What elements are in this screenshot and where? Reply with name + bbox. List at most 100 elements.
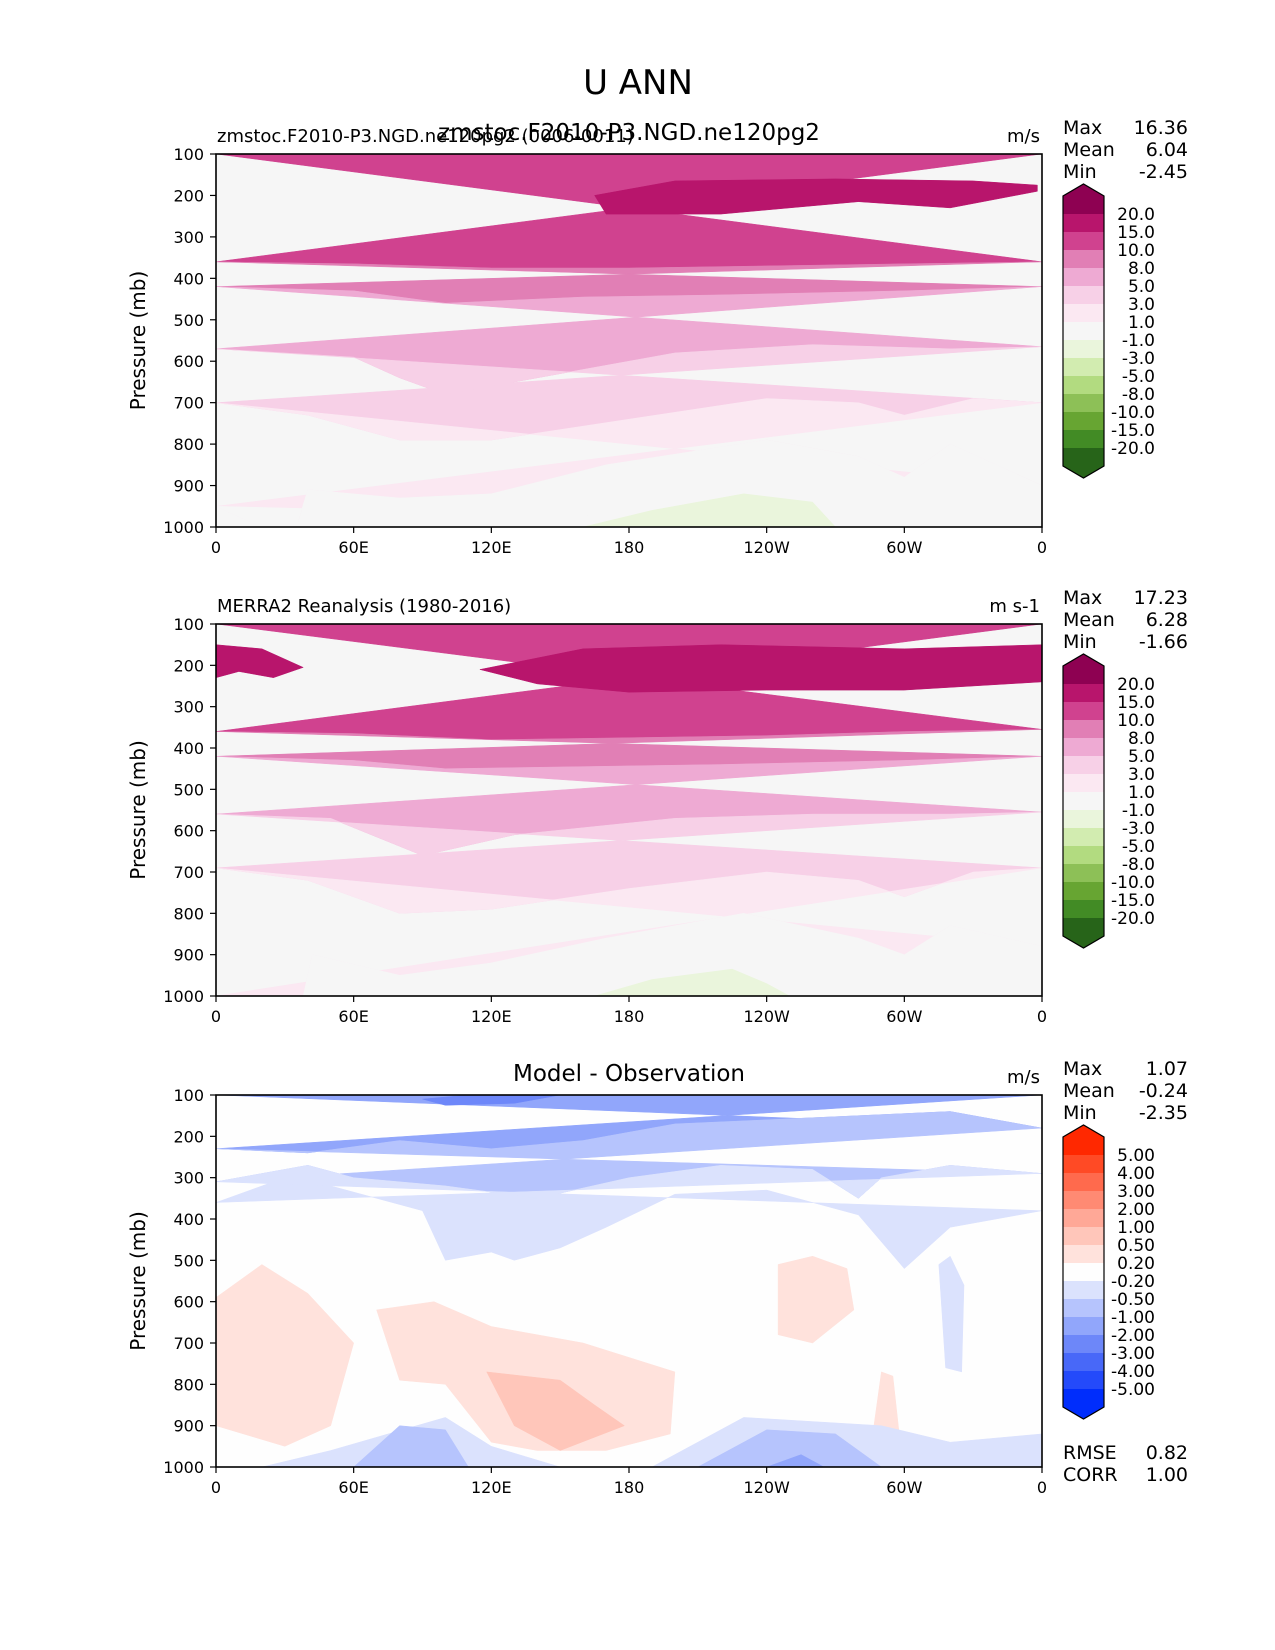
figure-title: U ANN bbox=[583, 63, 693, 103]
x-tick-label: 60W bbox=[886, 1478, 922, 1497]
colorbar-label: -3.0 bbox=[1122, 819, 1155, 839]
y-tick-label: 800 bbox=[173, 1375, 204, 1394]
colorbar-segment bbox=[1063, 394, 1104, 412]
stat-label-max: Max bbox=[1063, 587, 1102, 609]
x-tick-label: 0 bbox=[1037, 538, 1047, 557]
y-tick-label: 1000 bbox=[163, 518, 204, 537]
contour-band--1-1 bbox=[216, 913, 1042, 996]
colorbar-label: -1.0 bbox=[1122, 801, 1155, 821]
y-tick-label: 500 bbox=[173, 1251, 204, 1270]
colorbar-segment bbox=[1063, 846, 1104, 864]
colorbar-segment bbox=[1063, 1245, 1104, 1263]
panel-difference: 100 200 300 400 500 600 700 800 900 1000 0 60E 120E 1… bbox=[126, 1058, 1188, 1497]
colorbar-segment bbox=[1063, 828, 1104, 846]
stat-value-mean: -0.24 bbox=[1139, 1080, 1188, 1102]
colorbar-label: -20.0 bbox=[1111, 439, 1155, 459]
colorbar-label: 5.00 bbox=[1117, 1146, 1155, 1166]
colorbar-label: -0.20 bbox=[1111, 1272, 1155, 1292]
stat-label-mean: Mean bbox=[1063, 1080, 1115, 1102]
colorbar-segment bbox=[1063, 376, 1104, 394]
colorbar-segment bbox=[1063, 430, 1104, 448]
colorbar-extend-max bbox=[1063, 654, 1104, 684]
colorbar-segment bbox=[1063, 340, 1104, 358]
y-tick-label: 200 bbox=[173, 1127, 204, 1146]
colorbar-segment bbox=[1063, 1173, 1104, 1191]
y-tick-label: 400 bbox=[173, 739, 204, 758]
colorbar-segment bbox=[1063, 756, 1104, 774]
colorbar-segment bbox=[1063, 1191, 1104, 1209]
y-tick-label: 900 bbox=[173, 1417, 204, 1436]
colorbar-segment bbox=[1063, 1371, 1104, 1389]
colorbar-segment bbox=[1063, 1281, 1104, 1299]
colorbar-label: 15.0 bbox=[1117, 693, 1155, 713]
y-tick-label: 700 bbox=[173, 1334, 204, 1353]
y-tick-label: 700 bbox=[173, 863, 204, 882]
colorbar-label: 8.0 bbox=[1128, 729, 1155, 749]
x-tick-label: 180 bbox=[614, 1007, 645, 1026]
panel-left-title: MERRA2 Reanalysis (1980-2016) bbox=[217, 596, 511, 617]
colorbar-segment bbox=[1063, 268, 1104, 286]
stat-label-mean: Mean bbox=[1063, 609, 1115, 631]
panel-title: Model - Observation bbox=[513, 1061, 745, 1087]
x-tick-label: 0 bbox=[1037, 1478, 1047, 1497]
contour-band-0.5-1 bbox=[486, 1371, 625, 1451]
colorbar-segment bbox=[1063, 1335, 1104, 1353]
stat-label-max: Max bbox=[1063, 117, 1102, 139]
y-axis-label: Pressure (mb) bbox=[126, 740, 150, 880]
y-tick-label: 600 bbox=[173, 352, 204, 371]
colorbar-segment bbox=[1063, 214, 1104, 232]
contour-band--1--0.5c bbox=[697, 1429, 882, 1467]
x-tick-label: 0 bbox=[211, 1478, 221, 1497]
colorbar-outline bbox=[1062, 183, 1105, 479]
colorbar: 20.015.010.08.05.03.01.0-1.0-3.0-5.0-8.0… bbox=[1062, 653, 1155, 949]
y-tick-label: 1000 bbox=[163, 1458, 204, 1477]
colorbar-label: -0.50 bbox=[1111, 1290, 1155, 1310]
colorbar-label: -1.0 bbox=[1122, 331, 1155, 351]
contour-band-0.2-0.5c bbox=[777, 1255, 855, 1344]
colorbar-segment bbox=[1063, 684, 1104, 702]
contour-band--0.5--0.2b bbox=[938, 1255, 965, 1373]
colorbar-label: 8.0 bbox=[1128, 259, 1155, 279]
stat-value-max: 17.23 bbox=[1134, 587, 1188, 609]
colorbar-label: -8.0 bbox=[1122, 855, 1155, 875]
stat-value-max: 16.36 bbox=[1134, 117, 1188, 139]
colorbar-label: -10.0 bbox=[1111, 873, 1155, 893]
y-tick-label: 300 bbox=[173, 698, 204, 717]
x-tick-label: 60W bbox=[886, 538, 922, 557]
x-tick-label: 120E bbox=[471, 1007, 512, 1026]
y-tick-label: 600 bbox=[173, 1293, 204, 1312]
stat-label-max: Max bbox=[1063, 1058, 1102, 1080]
colorbar-segment bbox=[1063, 1155, 1104, 1173]
colorbar-extend-min bbox=[1063, 1389, 1104, 1419]
x-tick-label: 0 bbox=[211, 1007, 221, 1026]
y-tick-label: 800 bbox=[173, 435, 204, 454]
plot-area bbox=[216, 154, 1042, 527]
y-tick-label: 900 bbox=[173, 477, 204, 496]
colorbar-label: -5.00 bbox=[1111, 1380, 1155, 1400]
y-tick-label: 800 bbox=[173, 904, 204, 923]
colorbar-segment bbox=[1063, 1353, 1104, 1371]
colorbar-segment bbox=[1063, 1317, 1104, 1335]
units-label: m/s bbox=[1007, 126, 1040, 147]
colorbar-segment bbox=[1063, 232, 1104, 250]
colorbar-label: 1.0 bbox=[1128, 783, 1155, 803]
x-tick-label: 120W bbox=[743, 1478, 790, 1497]
metric-value-corr: 1.00 bbox=[1146, 1464, 1188, 1486]
colorbar-label: -2.00 bbox=[1111, 1326, 1155, 1346]
metric-label-corr: CORR bbox=[1063, 1464, 1118, 1486]
stat-label-min: Min bbox=[1063, 1102, 1097, 1124]
stat-value-max: 1.07 bbox=[1146, 1058, 1188, 1080]
colorbar-label: -1.00 bbox=[1111, 1308, 1155, 1328]
x-tick-label: 0 bbox=[1037, 1007, 1047, 1026]
x-tick-label: 180 bbox=[614, 538, 645, 557]
y-tick-label: 200 bbox=[173, 186, 204, 205]
colorbar: 20.015.010.08.05.03.01.0-1.0-3.0-5.0-8.0… bbox=[1062, 183, 1155, 479]
colorbar-label: 5.0 bbox=[1128, 277, 1155, 297]
stat-value-mean: 6.04 bbox=[1146, 139, 1188, 161]
stat-value-min: -1.66 bbox=[1139, 631, 1188, 653]
x-tick-label: 60W bbox=[886, 1007, 922, 1026]
colorbar-segment bbox=[1063, 286, 1104, 304]
colorbar-label: 1.00 bbox=[1117, 1218, 1155, 1238]
colorbar-label: -20.0 bbox=[1111, 909, 1155, 929]
